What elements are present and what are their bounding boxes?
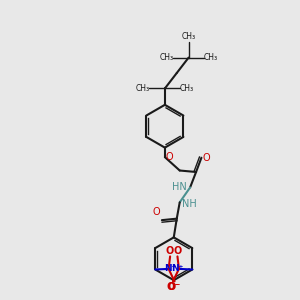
Text: CH₃: CH₃	[180, 84, 194, 93]
Text: N⁺: N⁺	[171, 264, 183, 273]
Text: O: O	[165, 152, 173, 162]
Text: CH₃: CH₃	[182, 32, 196, 41]
Text: O: O	[173, 246, 181, 256]
Text: O: O	[166, 246, 174, 256]
Text: HN: HN	[172, 182, 187, 193]
Text: CH₃: CH₃	[204, 53, 218, 62]
Text: O: O	[152, 207, 160, 217]
Text: NH: NH	[182, 199, 196, 209]
Text: CH₃: CH₃	[159, 53, 173, 62]
Text: O: O	[202, 153, 210, 163]
Text: CH₃: CH₃	[136, 84, 150, 93]
Text: N⁺: N⁺	[164, 264, 177, 273]
Text: O⁻: O⁻	[168, 282, 181, 292]
Text: O⁻: O⁻	[166, 282, 180, 292]
